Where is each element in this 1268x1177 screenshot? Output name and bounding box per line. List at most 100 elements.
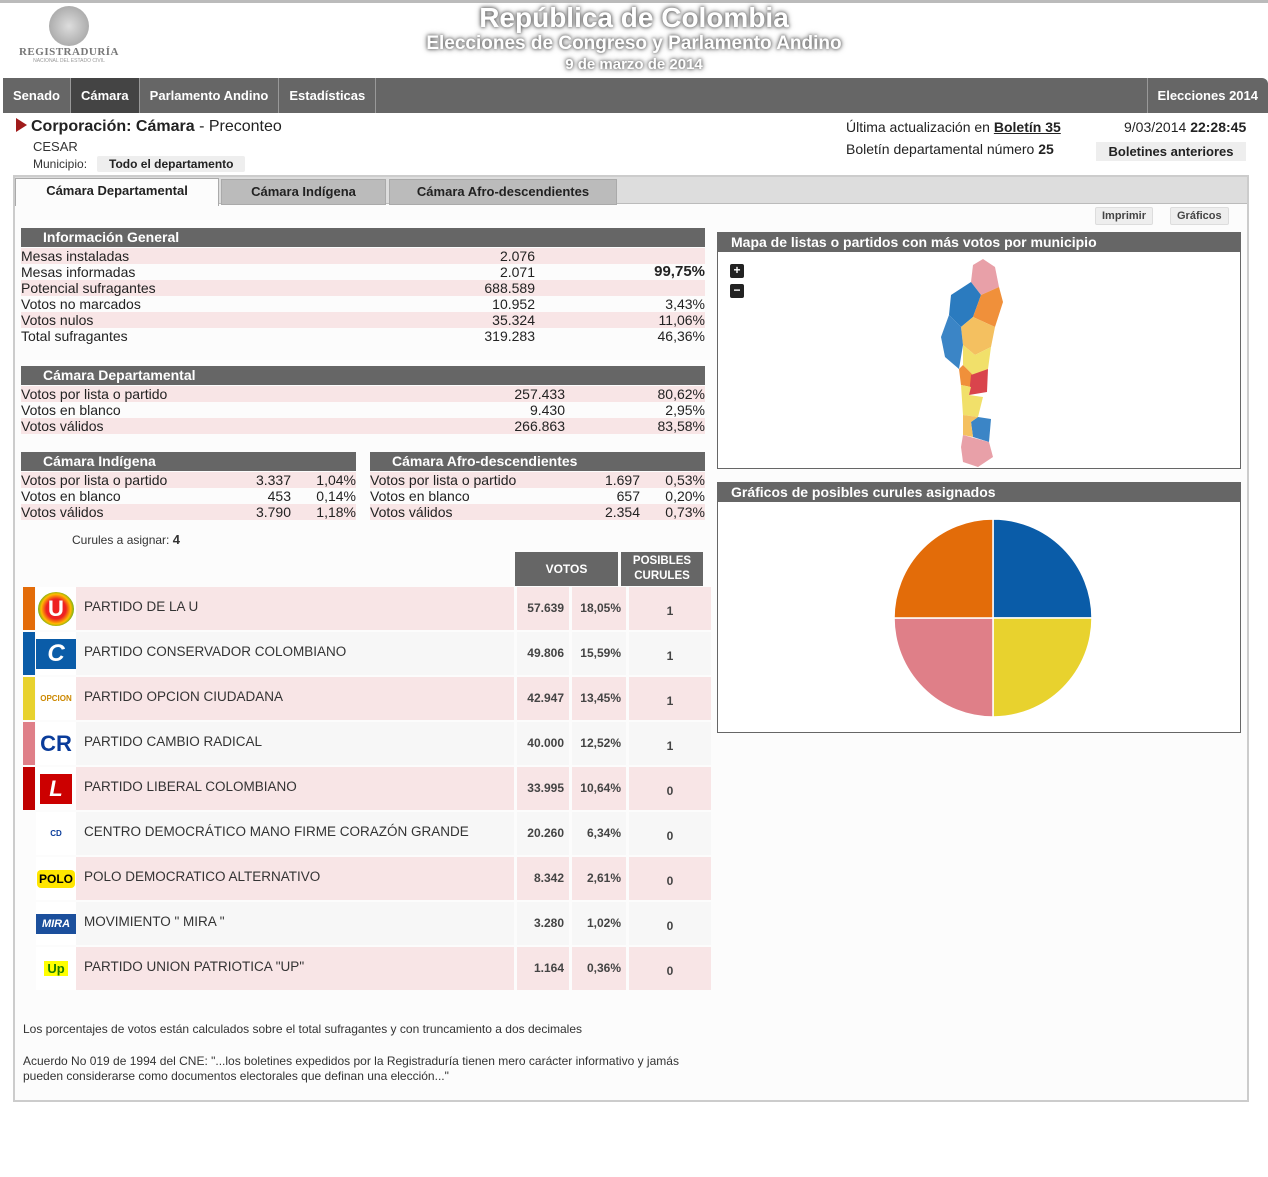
party-seats: 1 (629, 722, 711, 765)
party-percentage: 10,64% (572, 767, 626, 810)
map-municipio[interactable] (959, 365, 973, 387)
bulletin-link[interactable]: Boletín 35 (993, 119, 1061, 135)
party-logo-icon: C (36, 632, 76, 675)
section-camara-departamental: Cámara Departamental (21, 366, 705, 385)
row-percentage: 0,20% (665, 488, 705, 504)
row-value: 688.589 (484, 280, 535, 296)
zoom-in-button[interactable]: + (730, 264, 744, 278)
logo-subtext: NACIONAL DEL ESTADO CIVIL (33, 58, 105, 64)
party-color-bar (23, 902, 35, 945)
percentage-note: Los porcentajes de votos están calculado… (23, 1022, 582, 1036)
pie-slice[interactable]: PARTIDO CAMBIO RADICAL (893, 617, 994, 718)
info-row: Votos por lista o partido 3.337 1,04% (21, 472, 356, 488)
pie-slice[interactable]: PARTIDO CONSERVADOR COLOMBIANO (992, 518, 1093, 619)
zoom-out-button[interactable]: − (730, 284, 744, 298)
row-label: Votos válidos (21, 504, 104, 520)
info-row: Votos válidos 266.863 83,58% (21, 418, 705, 434)
corp-value: Cámara (135, 118, 195, 135)
map-municipio[interactable] (971, 417, 991, 442)
map-municipio[interactable] (949, 282, 981, 327)
municipio-select[interactable]: Todo el departamento (97, 156, 246, 172)
nav-elecciones-2014[interactable]: Elecciones 2014 (1146, 78, 1268, 113)
tab-camara-indigena[interactable]: Cámara Indígena (221, 179, 386, 205)
row-label: Potencial sufragantes (21, 280, 156, 296)
charts-button[interactable]: Gráficos (1170, 207, 1229, 225)
info-row: Total sufragantes 319.283 46,36% (21, 328, 705, 344)
party-percentage: 15,59% (572, 632, 626, 675)
nav-senado[interactable]: Senado (3, 78, 71, 113)
seats-header: POSIBLES CURULES (621, 552, 703, 586)
header-title: República de Colombia (479, 2, 789, 33)
row-value: 657 (616, 488, 640, 504)
map-municipio[interactable] (963, 415, 978, 437)
party-color-bar (23, 767, 35, 810)
party-logo-text: CD (50, 829, 62, 838)
tab-camara-departamental[interactable]: Cámara Departamental (15, 178, 219, 206)
party-name: PARTIDO CONSERVADOR COLOMBIANO (76, 632, 514, 675)
party-percentage: 6,34% (572, 812, 626, 855)
section-camara-indigena: Cámara Indígena (21, 452, 356, 471)
curules-label: Curules a asignar: (72, 533, 170, 547)
update-label: Última actualización en (846, 119, 990, 135)
info-row: Votos en blanco 657 0,20% (370, 488, 705, 504)
party-seats: 0 (629, 857, 711, 900)
party-name: PARTIDO OPCION CIUDADANA (76, 677, 514, 720)
row-label: Votos por lista o partido (21, 472, 168, 488)
map-municipio[interactable] (961, 385, 983, 417)
info-row: Votos en blanco 453 0,14% (21, 488, 356, 504)
corp-suffix: - Preconteo (199, 118, 282, 135)
pie-slice[interactable]: PARTIDO OPCION CIUDADANA (992, 617, 1093, 718)
row-percentage: 0,14% (316, 488, 356, 504)
nav-parlamento-andino[interactable]: Parlamento Andino (140, 78, 280, 113)
row-value: 2.354 (604, 504, 640, 520)
map-municipio[interactable] (969, 369, 988, 395)
row-label: Total sufragantes (21, 328, 128, 344)
row-value: 3.337 (255, 472, 291, 488)
department-map[interactable] (933, 257, 1023, 469)
party-percentage: 13,45% (572, 677, 626, 720)
update-time: 22:28:45 (1190, 119, 1247, 135)
party-color-bar (23, 812, 35, 855)
chart-panel: Gráficos de posibles curules asignados P… (717, 482, 1241, 733)
previous-bulletins-button[interactable]: Boletines anteriores (1096, 142, 1246, 161)
info-row: Votos por lista o partido 257.433 80,62% (21, 386, 705, 402)
row-value: 3.790 (255, 504, 291, 520)
row-percentage: 80,62% (657, 386, 705, 402)
results-panel: Cámara Departamental Cámara Indígena Cám… (13, 175, 1249, 1102)
row-label: Mesas informadas (21, 264, 136, 280)
row-value: 10.952 (492, 296, 535, 312)
print-button[interactable]: Imprimir (1095, 207, 1154, 225)
pie-slice[interactable]: PARTIDO DE LA U (893, 518, 994, 619)
map-municipio[interactable] (941, 315, 963, 369)
party-row: Up PARTIDO UNION PATRIOTICA "UP" 1.164 0… (23, 947, 711, 990)
nav-camara[interactable]: Cámara (70, 78, 140, 113)
municipio-label: Municipio: (33, 157, 88, 171)
main-nav: Senado Cámara Parlamento Andino Estadíst… (3, 78, 1268, 113)
row-value: 2.071 (499, 264, 535, 280)
party-logo-icon: U (36, 587, 76, 630)
registraduria-logo: REGISTRADURÍA NACIONAL DEL ESTADO CIVIL (18, 6, 120, 74)
party-color-bar (23, 587, 35, 630)
update-datetime: 9/03/2014 22:28:45 (1124, 119, 1246, 135)
party-seats: 1 (629, 632, 711, 675)
bulletin-label: Boletín departamental número (846, 141, 1035, 157)
party-row: CR PARTIDO CAMBIO RADICAL 40.000 12,52% … (23, 722, 711, 765)
map-municipio[interactable] (971, 259, 999, 295)
section-general-info: Información General (21, 228, 705, 247)
party-logo-text: POLO (36, 869, 75, 888)
map-municipio[interactable] (963, 345, 991, 375)
map-title: Mapa de listas o partidos con más votos … (718, 233, 1240, 252)
arrow-right-icon (16, 118, 27, 132)
tab-camara-afro[interactable]: Cámara Afro-descendientes (389, 179, 617, 205)
party-seats: 1 (629, 677, 711, 720)
map-municipio[interactable] (961, 435, 993, 467)
party-color-bar (23, 947, 35, 990)
party-color-bar (23, 857, 35, 900)
party-color-bar (23, 677, 35, 720)
map-municipio[interactable] (961, 317, 995, 355)
party-seats: 0 (629, 812, 711, 855)
party-row: OPCION PARTIDO OPCION CIUDADANA 42.947 1… (23, 677, 711, 720)
row-label: Votos no marcados (21, 296, 141, 312)
map-municipio[interactable] (973, 287, 1003, 327)
nav-estadisticas[interactable]: Estadísticas (279, 78, 377, 113)
